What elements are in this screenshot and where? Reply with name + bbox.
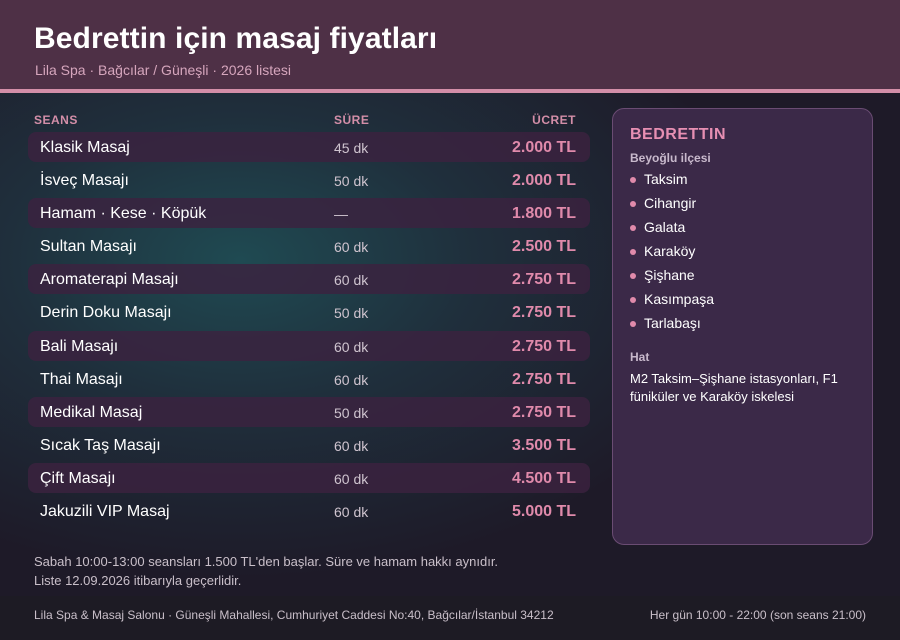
page-subtitle: Lila Spa · Bağcılar / Güneşli · 2026 lis… [35,62,292,78]
session-price: 3.500 TL [511,436,576,454]
session-price: 2.750 TL [511,304,576,322]
table-row: Sultan Masajı 60 dk 2.500 TL [28,231,590,261]
session-duration: 50 dk [334,173,369,190]
session-name: Medikal Masaj [40,403,143,421]
neighborhood-label: Taksim [644,171,688,187]
footer-address: Lila Spa & Masaj Salonu · Güneşli Mahall… [34,608,554,622]
table-row: Klasik Masaj 45 dk 2.000 TL [28,132,590,162]
session-price: 2.750 TL [511,403,576,421]
table-row: Çift Masajı 60 dk 4.500 TL [28,462,590,493]
table-row: Aromaterapi Masajı 60 dk 2.750 TL [28,264,590,295]
table-row: Sıcak Taş Masajı 60 dk 3.500 TL [28,430,590,460]
table-row: İsveç Masajı 50 dk 2.000 TL [28,165,590,195]
footer-hours: Her gün 10:00 - 22:00 (son seans 21:00) [649,608,866,622]
bullet-icon [630,273,636,279]
session-price: 2.000 TL [511,139,576,156]
session-duration: 50 dk [334,305,369,322]
card-title: BEDRETTIN [630,126,727,143]
bullet-icon [630,177,636,183]
card-subtitle: Beyoğlu ilçesi [630,151,711,165]
session-name: İsveç Masajı [40,172,129,190]
session-price: 2.000 TL [511,172,576,190]
bullet-icon [630,201,636,207]
list-item: Kasımpaşa [630,291,714,315]
session-name: Hamam · Kese · Köpük [40,205,207,223]
price-table: Klasik Masaj 45 dk 2.000 TL İsveç Masajı… [28,132,590,529]
session-name: Jakuzili VIP Masaj [40,503,170,521]
neighborhood-label: Şişhane [644,267,695,283]
table-row: Medikal Masaj 50 dk 2.750 TL [28,396,590,427]
list-item: Karaköy [630,243,714,267]
session-price: 2.500 TL [511,238,576,256]
bullet-icon [630,225,636,231]
session-duration: 60 dk [334,504,369,521]
session-duration: 60 dk [334,239,369,256]
session-name: Sıcak Taş Masajı [40,436,161,454]
session-name: Çift Masajı [40,469,116,487]
list-item: Taksim [630,171,714,195]
page-title: Bedrettin için masaj fiyatları [34,22,438,55]
bullet-icon [630,321,636,327]
column-header-seans: SEANS [34,113,78,127]
session-name: Klasik Masaj [40,139,130,156]
list-item: Şişhane [630,267,714,291]
neighborhood-list: Taksim Cihangir Galata Karaköy Şişhane K… [630,171,714,339]
session-name: Derin Doku Masajı [40,304,172,322]
bullet-icon [630,249,636,255]
transit-heading: Hat [630,350,650,364]
session-duration: 45 dk [334,140,369,156]
session-price: 2.750 TL [511,271,576,289]
session-name: Sultan Masajı [40,238,137,256]
table-row: Thai Masajı 60 dk 2.750 TL [28,364,590,394]
header-banner: Bedrettin için masaj fiyatları Lila Spa … [0,0,900,90]
note-line: Liste 12.09.2026 itibarıyla geçerlidir. [34,573,242,588]
session-price: 2.750 TL [511,370,576,388]
list-item: Tarlabaşı [630,315,714,339]
session-price: 4.500 TL [511,469,576,487]
session-duration: 60 dk [334,371,369,388]
session-name: Thai Masajı [40,370,123,388]
table-row: Derin Doku Masajı 50 dk 2.750 TL [28,297,590,327]
note-line: Sabah 10:00-13:00 seansları 1.500 TL'den… [34,554,499,569]
session-name: Bali Masajı [40,337,119,355]
neighborhood-label: Cihangir [644,195,697,211]
session-price: 1.800 TL [511,205,576,223]
session-duration: 60 dk [334,338,369,355]
transit-info: M2 Taksim–Şişhane istasyonları, F1 fünik… [630,371,838,404]
neighborhood-label: Karaköy [644,243,696,259]
list-item: Cihangir [630,195,714,219]
table-row: Jakuzili VIP Masaj 60 dk 5.000 TL [28,496,590,526]
header-divider [0,89,900,93]
session-duration: 60 dk [334,470,369,487]
neighborhood-label: Galata [644,219,686,235]
session-price: 5.000 TL [511,503,576,521]
session-duration: 60 dk [334,272,369,289]
neighborhood-label: Kasımpaşa [644,291,715,307]
column-header-sure: SÜRE [334,113,370,127]
bullet-icon [630,297,636,303]
session-duration: — [334,206,348,223]
column-header-ucret: ÜCRET [532,113,576,127]
price-notes: Sabah 10:00-13:00 seansları 1.500 TL'den… [34,552,498,590]
session-name: Aromaterapi Masajı [40,271,179,289]
table-row: Bali Masajı 60 dk 2.750 TL [28,330,590,361]
list-item: Galata [630,219,714,243]
session-price: 2.750 TL [511,337,576,355]
footer: Lila Spa & Masaj Salonu · Güneşli Mahall… [0,596,900,640]
session-duration: 60 dk [334,437,369,454]
session-duration: 50 dk [334,404,369,421]
district-card: BEDRETTIN Beyoğlu ilçesi Taksim Cihangir… [612,108,873,545]
table-row: Hamam · Kese · Köpük — 1.800 TL [28,198,590,229]
neighborhood-label: Tarlabaşı [644,315,701,331]
